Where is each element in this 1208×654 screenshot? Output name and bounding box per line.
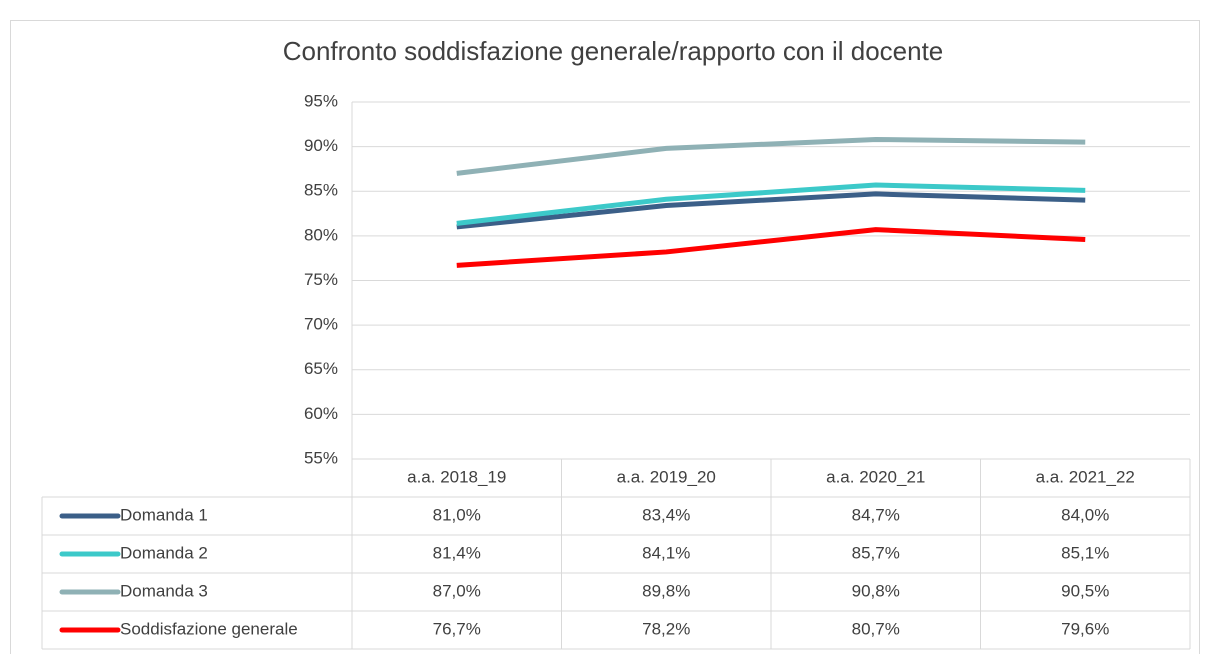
data-label: 84,0%: [1061, 505, 1109, 524]
y-tick-label: 65%: [304, 359, 338, 378]
data-label: 89,8%: [642, 581, 690, 600]
legend-label: Soddisfazione generale: [120, 619, 298, 638]
data-label: 84,7%: [852, 505, 900, 524]
data-label: 85,7%: [852, 543, 900, 562]
data-label: 81,4%: [433, 543, 481, 562]
y-tick-label: 60%: [304, 404, 338, 423]
y-tick-label: 85%: [304, 181, 338, 200]
series-line: [456, 227, 1086, 268]
data-label: 83,4%: [642, 505, 690, 524]
data-label: 87,0%: [433, 581, 481, 600]
data-label: 85,1%: [1061, 543, 1109, 562]
data-label: 90,8%: [852, 581, 900, 600]
x-tick-label: a.a. 2021_22: [1036, 467, 1135, 486]
data-label: 81,0%: [433, 505, 481, 524]
x-tick-label: a.a. 2019_20: [617, 467, 716, 486]
legend-label: Domanda 1: [120, 505, 208, 524]
data-label: 90,5%: [1061, 581, 1109, 600]
y-tick-label: 80%: [304, 225, 338, 244]
data-label: 79,6%: [1061, 619, 1109, 638]
data-label: 84,1%: [642, 543, 690, 562]
y-tick-label: 95%: [304, 91, 338, 110]
legend-label: Domanda 2: [120, 543, 208, 562]
series-line: [456, 191, 1086, 230]
legend-label: Domanda 3: [120, 581, 208, 600]
chart-title: Confronto soddisfazione generale/rapport…: [283, 36, 944, 66]
y-tick-label: 90%: [304, 136, 338, 155]
series-line: [456, 182, 1086, 226]
x-tick-label: a.a. 2018_19: [407, 467, 506, 486]
x-tick-label: a.a. 2020_21: [826, 467, 925, 486]
data-label: 76,7%: [433, 619, 481, 638]
data-label: 78,2%: [642, 619, 690, 638]
y-tick-label: 75%: [304, 270, 338, 289]
y-tick-label: 55%: [304, 448, 338, 467]
series-line: [456, 136, 1086, 176]
data-label: 80,7%: [852, 619, 900, 638]
y-tick-label: 70%: [304, 315, 338, 334]
chart-frame: [10, 20, 1200, 654]
